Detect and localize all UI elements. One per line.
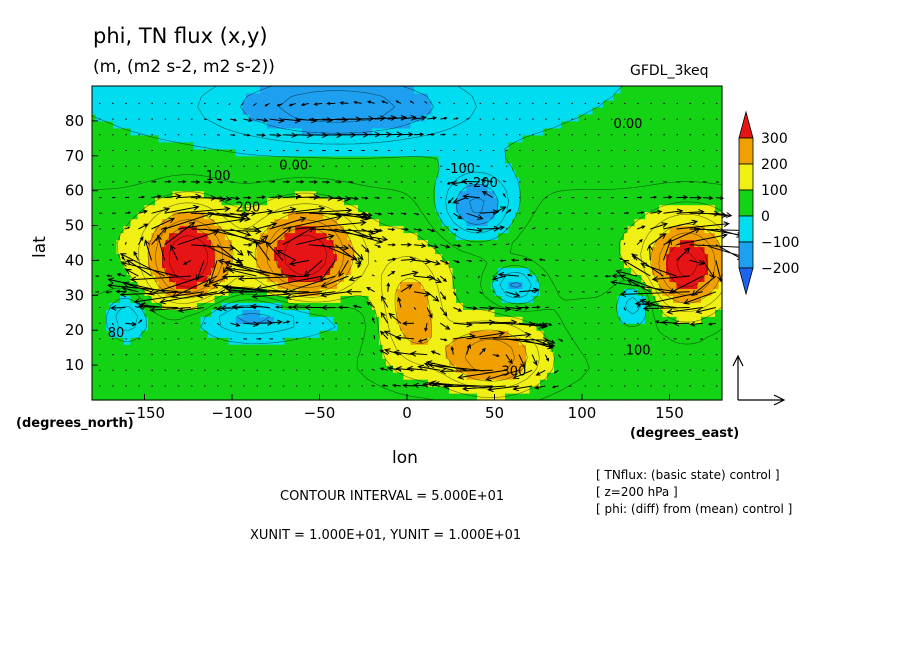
colorbar-tick-label: 0	[761, 209, 770, 225]
annotation-line-2: [ z=200 hPa ]	[596, 485, 678, 499]
contour-label: -100	[446, 162, 476, 177]
colorbar-tick-label: 200	[761, 157, 788, 173]
y-tick-label: 10	[65, 356, 84, 374]
x-units-label: (degrees_east)	[630, 426, 740, 441]
y-tick-label: 80	[65, 112, 84, 130]
x-tick-label: −50	[304, 404, 336, 422]
x-ticks: −150 −100 −50 0 50 100 150	[124, 394, 684, 422]
y-tick-label: 40	[65, 251, 84, 269]
contour-label: 300	[502, 365, 527, 380]
y-tick-label: 20	[65, 321, 84, 339]
colorbar-segment	[738, 137, 754, 165]
reference-vector	[732, 354, 786, 406]
y-tick-label: 50	[65, 217, 84, 235]
contour-label: 200	[236, 201, 261, 216]
reference-vector-y	[732, 354, 744, 400]
colorbar-segment	[738, 189, 754, 217]
phi-field	[92, 86, 723, 401]
tn-flux-vectors	[95, 100, 750, 393]
colorbar-segment	[738, 215, 754, 243]
y-ticks: 10 20 30 40 50 60 70 80	[65, 112, 98, 374]
y-units-label: (degrees_north)	[16, 416, 134, 431]
y-tick-label: 30	[65, 286, 84, 304]
dataset-label: GFDL_3keq	[630, 63, 709, 79]
annotation-line-1: [ TNflux: (basic state) control ]	[596, 468, 780, 482]
colorbar-top-arrow	[738, 110, 754, 139]
y-tick-label: 70	[65, 147, 84, 165]
y-axis-label: lat	[30, 236, 50, 258]
contour-interval: CONTOUR INTERVAL = 5.000E+01	[280, 489, 505, 504]
x-tick-label: 150	[655, 404, 684, 422]
unit-vector-scale: XUNIT = 1.000E+01, YUNIT = 1.000E+01	[250, 528, 522, 543]
contour-labels: 0.00 0.00 100 200 -100-200 300 100 80	[108, 117, 651, 380]
colorbar-tick-label: −100	[761, 235, 799, 251]
colorbar-segment	[738, 163, 754, 191]
colorbar: −200 −100 0 100 200 300	[738, 110, 799, 296]
contour-label: 80	[108, 326, 125, 341]
colorbar-tick-label: 100	[761, 183, 788, 199]
colorbar-segment	[738, 241, 754, 269]
reference-vector-x	[738, 394, 786, 406]
x-tick-label: −150	[124, 404, 165, 422]
contour-label: 0.00	[279, 159, 308, 174]
x-tick-label: −100	[211, 404, 252, 422]
chart-title: phi, TN flux (x,y)	[93, 24, 268, 48]
chart-units: (m, (m2 s-2, m2 s-2))	[93, 57, 275, 77]
colorbar-tick-label: −200	[761, 261, 799, 277]
x-axis-label: lon	[392, 448, 418, 468]
contour-label: 100	[626, 344, 651, 359]
x-tick-label: 50	[485, 404, 504, 422]
annotation-line-3: [ phi: (diff) from (mean) control ]	[596, 502, 793, 516]
y-tick-label: 60	[65, 182, 84, 200]
contour-label: 0.00	[614, 117, 643, 132]
x-tick-label: 100	[568, 404, 597, 422]
colorbar-tick-label: 300	[761, 131, 788, 147]
contour-label: -200	[468, 176, 498, 191]
colorbar-bottom-arrow	[738, 267, 754, 296]
contour-label: 100	[206, 169, 231, 184]
x-tick-label: 0	[402, 404, 412, 422]
